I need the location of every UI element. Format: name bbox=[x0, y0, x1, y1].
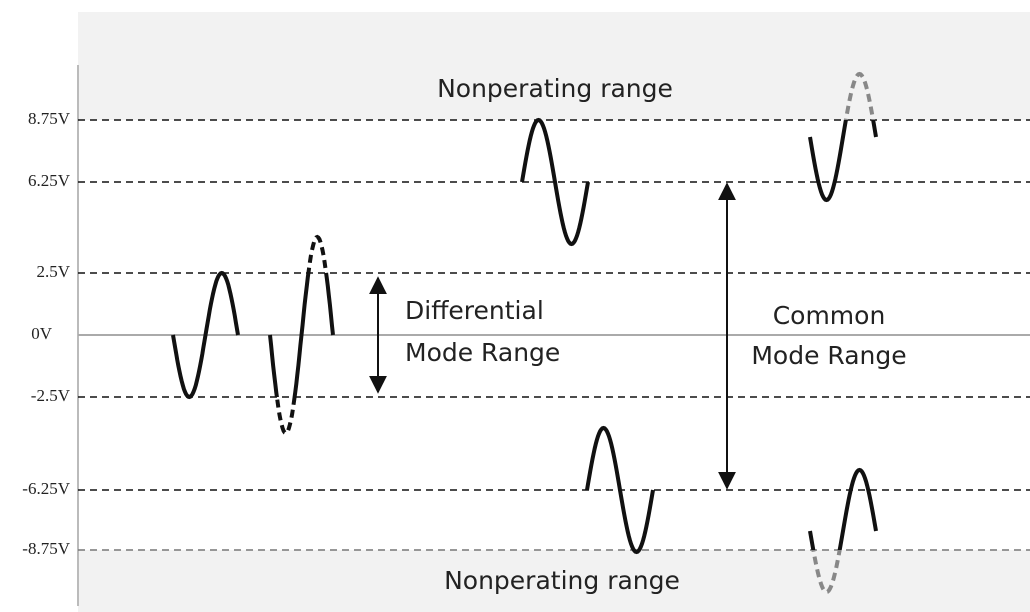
wave bbox=[585, 425, 655, 555]
level-label: -8.75V bbox=[22, 539, 70, 558]
bottom-region-label: Nonperating range bbox=[444, 566, 680, 595]
levels: 8.75V 6.25V 2.5V 0V -2.5V -6.25V -8.75V bbox=[22, 109, 1030, 558]
level-label: -2.5V bbox=[31, 386, 71, 405]
common-label: Common bbox=[773, 301, 886, 330]
wave bbox=[268, 273, 335, 397]
waves bbox=[171, 71, 878, 595]
wave-out-of-range bbox=[808, 467, 878, 595]
level-label: 2.5V bbox=[36, 262, 70, 281]
level-label: 6.25V bbox=[28, 171, 71, 190]
wave bbox=[808, 467, 878, 550]
top-region bbox=[78, 12, 1030, 120]
bottom-region bbox=[78, 550, 1030, 612]
wave bbox=[808, 120, 878, 203]
level-label: 0V bbox=[31, 324, 53, 343]
differential-label: Differential bbox=[405, 296, 544, 325]
level-label: -6.25V bbox=[22, 479, 70, 498]
top-region-label: Nonperating range bbox=[437, 74, 673, 103]
level-label: 8.75V bbox=[28, 109, 71, 128]
common-label: Mode Range bbox=[751, 341, 906, 370]
wave bbox=[520, 117, 590, 247]
wave bbox=[171, 270, 240, 400]
differential-label: Mode Range bbox=[405, 338, 560, 367]
